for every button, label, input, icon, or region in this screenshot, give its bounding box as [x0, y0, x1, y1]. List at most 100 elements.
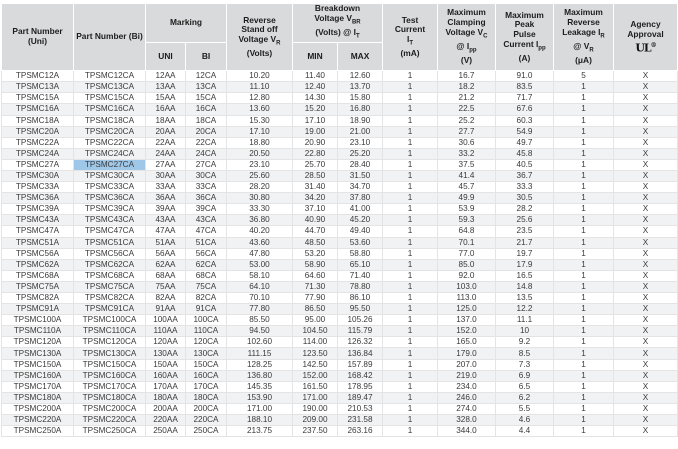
- cell-agency-approval: X: [613, 126, 678, 138]
- cell-marking-bi: 13CA: [185, 81, 227, 94]
- cell-clamping-voltage: 49.9: [437, 192, 496, 205]
- cell-clamping-voltage: 27.7: [437, 126, 496, 138]
- cell-part-uni: TPSMC110A: [1, 325, 74, 338]
- cell-clamping-voltage: 113.0: [437, 292, 496, 305]
- cell-breakdown-min: 22.80: [292, 148, 338, 160]
- cell-part-bi: TPSMC33CA: [73, 181, 146, 194]
- cell-marking-uni: 91AA: [145, 303, 186, 316]
- cell-agency-approval: X: [613, 370, 678, 382]
- header-clamping-voltage: Maximum Clamping Voltage VC @ Ipp (V): [437, 2, 496, 72]
- cell-breakdown-min: 161.50: [292, 381, 338, 393]
- cell-test-current: 1: [382, 303, 438, 316]
- cell-breakdown-max: 18.90: [337, 115, 383, 127]
- cell-clamping-voltage: 37.5: [437, 159, 496, 171]
- cell-part-bi: TPSMC12CA: [73, 70, 146, 83]
- cell-marking-bi: 39CA: [185, 203, 227, 216]
- cell-marking-bi: 120CA: [185, 336, 227, 349]
- table-row: TPSMC160A TPSMC160CA 160AA 160CA 136.80 152.0…: [1, 370, 678, 382]
- cell-marking-bi: 51CA: [185, 237, 227, 249]
- cell-marking-uni: 150AA: [145, 359, 186, 371]
- cell-standoff-voltage: 10.20: [226, 70, 293, 83]
- cell-part-uni: TPSMC180A: [1, 392, 74, 404]
- cell-marking-uni: 75AA: [145, 281, 186, 294]
- table-row: TPSMC43A TPSMC43CA 43AA 43CA 36.80 40.90 45.20…: [1, 214, 678, 227]
- cell-agency-approval: X: [613, 270, 678, 282]
- cell-test-current: 1: [382, 237, 438, 249]
- cell-peak-pulse-current: 16.5: [495, 270, 554, 282]
- cell-part-uni: TPSMC15A: [1, 92, 74, 105]
- cell-leakage-current: 1: [553, 303, 614, 316]
- cell-peak-pulse-current: 45.8: [495, 148, 554, 160]
- cell-clamping-voltage: 179.0: [437, 347, 496, 360]
- cell-marking-uni: 20AA: [145, 126, 186, 138]
- cell-clamping-voltage: 207.0: [437, 359, 496, 371]
- cell-part-uni: TPSMC20A: [1, 126, 74, 138]
- cell-leakage-current: 1: [553, 159, 614, 171]
- cell-peak-pulse-current: 28.2: [495, 203, 554, 216]
- header-reverse-standoff: Reverse Stand off Voltage VR (Volts): [226, 2, 293, 72]
- cell-clamping-voltage: 64.8: [437, 225, 496, 238]
- cell-part-bi: TPSMC91CA: [73, 303, 146, 316]
- cell-marking-bi: 110CA: [185, 325, 227, 338]
- cell-test-current: 1: [382, 270, 438, 282]
- cell-standoff-voltage: 85.50: [226, 314, 293, 327]
- table-row: TPSMC22A TPSMC22CA 22AA 22CA 18.80 20.90 23.10…: [1, 137, 678, 149]
- cell-breakdown-max: 25.20: [337, 148, 383, 160]
- cell-agency-approval: X: [613, 292, 678, 305]
- table-row: TPSMC12A TPSMC12CA 12AA 12CA 10.20 11.40 12.60…: [1, 70, 678, 83]
- cell-leakage-current: 1: [553, 370, 614, 382]
- cell-agency-approval: X: [613, 314, 678, 327]
- cell-leakage-current: 1: [553, 292, 614, 305]
- cell-clamping-voltage: 22.5: [437, 103, 496, 116]
- cell-marking-uni: 15AA: [145, 92, 186, 105]
- cell-breakdown-min: 48.50: [292, 237, 338, 249]
- cell-test-current: 1: [382, 381, 438, 393]
- cell-marking-uni: 33AA: [145, 181, 186, 194]
- cell-test-current: 1: [382, 203, 438, 216]
- cell-breakdown-min: 71.30: [292, 281, 338, 294]
- cell-breakdown-max: 21.00: [337, 126, 383, 138]
- table-row: TPSMC200A TPSMC200CA 200AA 200CA 171.00 190.0…: [1, 403, 678, 416]
- cell-peak-pulse-current: 8.5: [495, 347, 554, 360]
- cell-agency-approval: X: [613, 192, 678, 205]
- cell-part-bi: TPSMC68CA: [73, 270, 146, 282]
- cell-part-uni: TPSMC200A: [1, 403, 74, 416]
- cell-peak-pulse-current: 6.2: [495, 392, 554, 404]
- cell-test-current: 1: [382, 81, 438, 94]
- cell-marking-bi: 170CA: [185, 381, 227, 393]
- cell-breakdown-max: 210.53: [337, 403, 383, 416]
- cell-part-bi: TPSMC250CA: [73, 425, 146, 438]
- cell-peak-pulse-current: 40.5: [495, 159, 554, 171]
- cell-part-bi: TPSMC20CA: [73, 126, 146, 138]
- cell-peak-pulse-current: 5.5: [495, 403, 554, 416]
- cell-marking-uni: 51AA: [145, 237, 186, 249]
- cell-breakdown-min: 209.00: [292, 414, 338, 427]
- cell-test-current: 1: [382, 170, 438, 183]
- cell-standoff-voltage: 153.90: [226, 392, 293, 404]
- cell-breakdown-max: 105.26: [337, 314, 383, 327]
- cell-part-bi: TPSMC220CA: [73, 414, 146, 427]
- cell-breakdown-max: 178.95: [337, 381, 383, 393]
- cell-agency-approval: X: [613, 347, 678, 360]
- cell-part-uni: TPSMC12A: [1, 70, 74, 83]
- cell-agency-approval: X: [613, 214, 678, 227]
- cell-test-current: 1: [382, 414, 438, 427]
- cell-leakage-current: 1: [553, 170, 614, 183]
- cell-standoff-voltage: 23.10: [226, 159, 293, 171]
- cell-test-current: 1: [382, 259, 438, 271]
- cell-standoff-voltage: 18.80: [226, 137, 293, 149]
- table-row: TPSMC39A TPSMC39CA 39AA 39CA 33.30 37.10 41.00…: [1, 203, 678, 216]
- cell-breakdown-max: 31.50: [337, 170, 383, 183]
- cell-peak-pulse-current: 6.5: [495, 381, 554, 393]
- cell-marking-uni: 160AA: [145, 370, 186, 382]
- cell-peak-pulse-current: 33.3: [495, 181, 554, 194]
- cell-breakdown-max: 49.40: [337, 225, 383, 238]
- header-part-bi: Part Number (Bi): [73, 2, 146, 72]
- cell-standoff-voltage: 102.60: [226, 336, 293, 349]
- cell-breakdown-max: 189.47: [337, 392, 383, 404]
- cell-part-uni: TPSMC62A: [1, 259, 74, 271]
- cell-part-bi: TPSMC27CA: [73, 159, 146, 171]
- cell-marking-uni: 200AA: [145, 403, 186, 416]
- table-row: TPSMC16A TPSMC16CA 16AA 16CA 13.60 15.20 16.80…: [1, 103, 678, 116]
- cell-standoff-voltage: 136.80: [226, 370, 293, 382]
